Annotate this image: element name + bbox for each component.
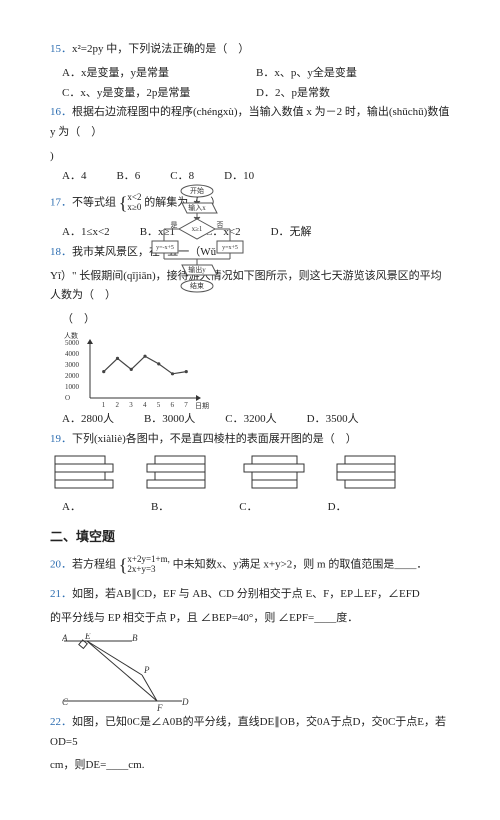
q15-d: D．2、p是常数 [256,84,450,104]
q18-options: A．2800人 B．3000人 C．3200人 D．3500人 [62,410,450,430]
question-19: 19．下列(xiàliè)各图中，不是直四棱柱的表面展开图的是（ ） [50,430,450,450]
q22-line1: 如图，已知0C是∠A0B的平分线，直线DE∥OB，交0A于点D，交0C于点E，若… [50,716,446,748]
q18-a: A．2800人 [62,410,114,430]
q16-a: A．4 [62,167,86,187]
q16-options: A．4 B．6 C．8 D．10 [62,167,450,187]
svg-text:A: A [62,633,68,643]
q17-d: D．无解 [271,223,312,243]
geometry-diagram-21: AB E CD FP [62,633,192,713]
q19-b: B． [151,498,169,518]
q17-bot: x≥0 [127,202,141,212]
prism-nets [50,454,450,494]
q17-num: 17． [50,196,72,208]
q16-num: 16． [50,106,72,118]
q15-c: C．x、y是变量，2p是常量 [62,84,256,104]
flowchart-diagram: 开始 输入x x≥1 是 否 y=-x+5 y=x+5 输出y 结束 [150,183,245,293]
q16-close: ) [50,147,450,167]
q20-post: 中未知数x、y满足 x+y>2，则 m 的取值范围是____． [173,558,428,570]
svg-text:O: O [65,394,70,402]
q15-a: A．x是变量，y是常量 [62,64,256,84]
fc-in: 输入x [188,203,206,212]
svg-text:2000: 2000 [65,372,80,380]
q19-d: D． [328,498,347,518]
fc-end: 结束 [190,281,204,290]
question-16: 16．根据右边流程图中的程序(chéngxù)，当输入数值 x 为－2 时，输出… [50,103,450,143]
fc-out: 输出y [188,265,206,274]
svg-text:3000: 3000 [65,361,80,369]
q18-line2: Yī）" 长假期间(qījiān)，接待游人情况如下图所示，则这七天游览该风景区… [50,267,450,307]
q17-top: x<2 [127,192,141,202]
svg-text:7: 7 [184,401,188,409]
q19-text: 下列(xiàliè)各图中，不是直四棱柱的表面展开图的是（ ） [72,433,357,445]
fc-no: 否 [217,221,224,229]
fc-cond: x≥1 [192,225,203,233]
q18-unit: （ ） [62,310,450,330]
svg-text:5000: 5000 [65,339,80,347]
question-22: 22．如图，已知0C是∠A0B的平分线，直线DE∥OB，交0A于点D，交0C于点… [50,713,450,753]
q17-options: A．1≤x<2 B．x≥1 C．x<2 D．无解 [62,223,450,243]
svg-text:2: 2 [116,401,120,409]
q19-c: C． [239,498,257,518]
svg-text:B: B [132,633,138,643]
question-18: 18．我市某风景区，在 "五一（Wǔ- [50,243,450,263]
svg-text:C: C [62,697,69,707]
question-15: 15．x²=2py 中，下列说法正确的是（ ） [50,40,450,60]
q20-eq2: 2x+y=3 [127,564,155,574]
q18-d: D．3500人 [307,410,359,430]
q15-num: 15． [50,43,72,55]
q22-line2: cm，则DE=____cm. [50,756,450,776]
q22-num: 22． [50,716,72,728]
fc-yes: 是 [171,221,178,229]
q15-b: B．x、p、y全是变量 [256,64,450,84]
q20-pre: 若方程组 [72,558,116,570]
q16-text: 根据右边流程图中的程序(chéngxù)，当输入数值 x 为－2 时，输出(sh… [50,106,449,138]
prism-net-b [145,454,215,494]
q16-b: B．6 [116,167,140,187]
fc-box2: y=x+5 [222,245,238,251]
svg-text:1: 1 [102,401,106,409]
question-21: 21．如图，若AB∥CD，EF 与 AB、CD 分别相交于点 E、F，EP⊥EF… [50,585,450,605]
fc-start: 开始 [190,186,204,195]
svg-text:3: 3 [129,401,133,409]
q19-num: 19． [50,433,72,445]
brace-icon: { [119,555,128,575]
q20-eq1: x+2y=1+m, [127,554,169,564]
prism-net-c [240,454,310,494]
q15-options: A．x是变量，y是常量 B．x、p、y全是变量 C．x、y是变量，2p是常量 D… [62,64,450,104]
prism-net-d [335,454,405,494]
q17-text: 不等式组 [72,196,116,208]
svg-text:4: 4 [143,401,147,409]
q18-b: B．3000人 [144,410,195,430]
q15-text: x²=2py 中，下列说法正确的是（ ） [72,43,249,55]
svg-text:D: D [181,697,189,707]
svg-text:4000: 4000 [65,350,80,358]
visitors-line-chart: 人数50004000300020001000O日期1234567 [62,330,212,410]
q17-a: A．1≤x<2 [62,223,110,243]
svg-text:E: E [84,633,91,641]
svg-text:P: P [143,665,150,675]
q18-num: 18． [50,246,72,258]
brace-icon: { [119,193,128,213]
svg-text:日期: 日期 [195,402,209,410]
q20-num: 20． [50,558,72,570]
prism-net-a [50,454,120,494]
svg-text:1000: 1000 [65,383,80,391]
q19-a: A． [62,498,81,518]
q21-line2: 的平分线与 EP 相交于点 P，且 ∠BEP=40°，则 ∠EPF=____度． [50,609,450,629]
q21-line1: 如图，若AB∥CD，EF 与 AB、CD 分别相交于点 E、F，EP⊥EF，∠E… [72,588,420,600]
q19-options: A． B． C． D． [62,498,450,518]
section-2-title: 二、填空题 [50,525,450,548]
svg-text:6: 6 [171,401,175,409]
q18-c: C．3200人 [225,410,276,430]
svg-text:5: 5 [157,401,161,409]
question-20: 20．若方程组 {x+2y=1+m,2x+y=3 中未知数x、y满足 x+y>2… [50,549,450,581]
question-17: 17．不等式组 {x<2x≥0 的解集为（ ） [50,187,450,219]
q21-num: 21． [50,588,72,600]
fc-box1: y=-x+5 [156,245,174,251]
